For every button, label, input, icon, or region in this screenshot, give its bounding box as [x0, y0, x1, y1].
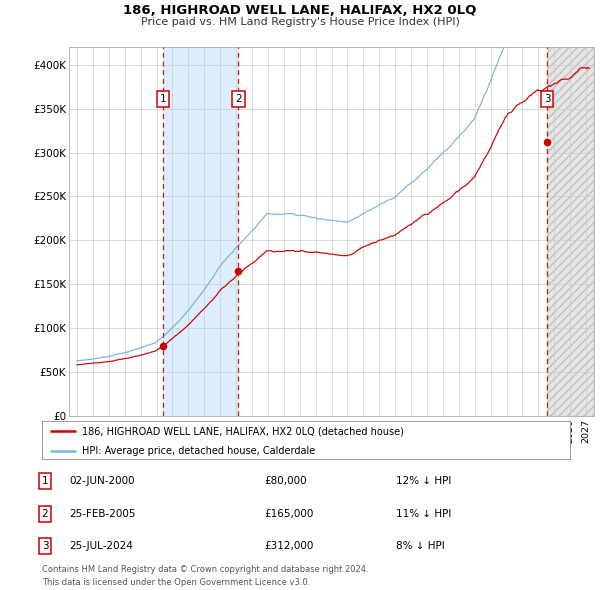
Text: 2: 2 [41, 509, 49, 519]
Text: This data is licensed under the Open Government Licence v3.0.: This data is licensed under the Open Gov… [42, 578, 310, 587]
Text: 1: 1 [41, 476, 49, 486]
Text: 186, HIGHROAD WELL LANE, HALIFAX, HX2 0LQ (detached house): 186, HIGHROAD WELL LANE, HALIFAX, HX2 0L… [82, 427, 403, 437]
Text: 12% ↓ HPI: 12% ↓ HPI [396, 476, 451, 486]
Text: 2: 2 [235, 94, 242, 104]
Text: £312,000: £312,000 [264, 541, 313, 551]
Text: 186, HIGHROAD WELL LANE, HALIFAX, HX2 0LQ: 186, HIGHROAD WELL LANE, HALIFAX, HX2 0L… [124, 4, 476, 17]
Text: 25-JUL-2024: 25-JUL-2024 [69, 541, 133, 551]
Text: 3: 3 [544, 94, 551, 104]
Text: £80,000: £80,000 [264, 476, 307, 486]
Text: Price paid vs. HM Land Registry's House Price Index (HPI): Price paid vs. HM Land Registry's House … [140, 17, 460, 27]
Text: 1: 1 [160, 94, 166, 104]
Text: Contains HM Land Registry data © Crown copyright and database right 2024.: Contains HM Land Registry data © Crown c… [42, 565, 368, 574]
Text: 8% ↓ HPI: 8% ↓ HPI [396, 541, 445, 551]
Text: 11% ↓ HPI: 11% ↓ HPI [396, 509, 451, 519]
Bar [163, 47, 238, 416]
Bar [547, 47, 594, 416]
Text: 02-JUN-2000: 02-JUN-2000 [69, 476, 134, 486]
Text: 25-FEB-2005: 25-FEB-2005 [69, 509, 136, 519]
Text: £165,000: £165,000 [264, 509, 313, 519]
Text: HPI: Average price, detached house, Calderdale: HPI: Average price, detached house, Cald… [82, 445, 315, 455]
Text: 3: 3 [41, 541, 49, 551]
